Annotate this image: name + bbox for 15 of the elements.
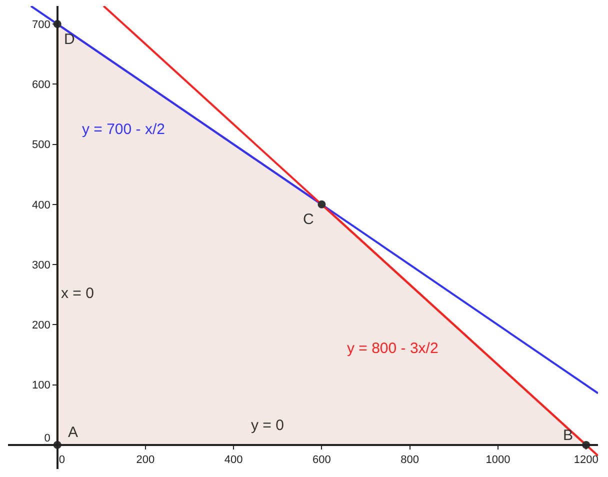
y-tick-label: 100 — [32, 380, 50, 392]
y-tick-label: 300 — [32, 259, 50, 272]
x-tick-label: 600 — [312, 454, 331, 466]
y-tick-label: 400 — [32, 199, 50, 212]
y-tick-label: 500 — [32, 139, 50, 152]
y-tick-label: 200 — [32, 320, 50, 332]
x-tick-label: 0 — [50, 454, 65, 466]
x-tick-label: 400 — [224, 454, 243, 466]
y-tick-label: 600 — [32, 79, 50, 92]
x-tick-label: 1000 — [486, 454, 510, 466]
y-tick-label: 700 — [32, 18, 50, 31]
x-tick-label: 800 — [400, 454, 420, 466]
x-tick-label: 1200 — [574, 454, 598, 466]
y-tick-label: 0 — [44, 432, 50, 445]
x-tick-label: 200 — [136, 454, 155, 466]
